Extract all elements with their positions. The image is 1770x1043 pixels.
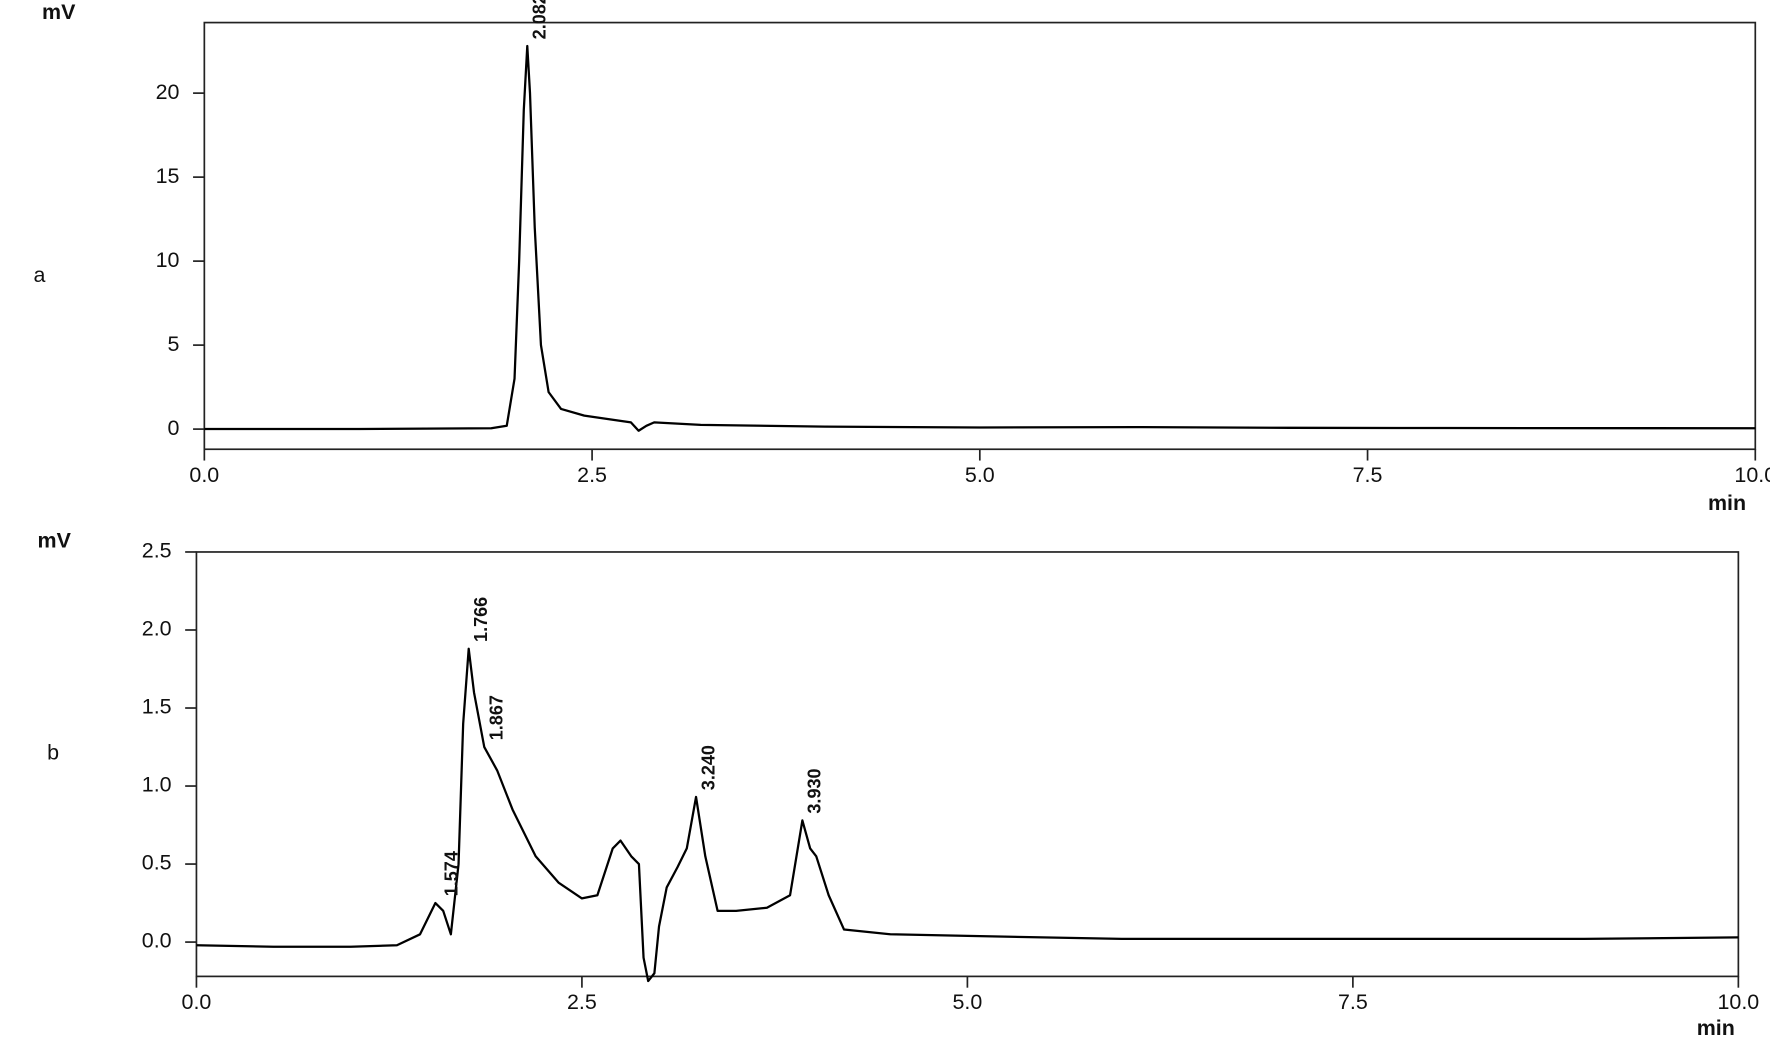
- y-tick-label: 20: [156, 80, 180, 104]
- peak-label: 3.930: [805, 768, 825, 813]
- x-tick-label: 10.0: [1717, 990, 1759, 1014]
- signal-trace: [204, 44, 1756, 432]
- x-tick-label: 0.0: [182, 990, 212, 1014]
- x-tick-label: 5.0: [965, 463, 995, 487]
- x-tick-label: 2.5: [577, 463, 607, 487]
- peak-label: 2.082: [530, 0, 550, 39]
- y-tick-label: 15: [156, 164, 180, 188]
- x-tick-label: 7.5: [1353, 463, 1383, 487]
- y-tick-label: 10: [156, 248, 180, 272]
- x-tick-label: 5.0: [952, 990, 982, 1014]
- y-tick-label: 0.5: [142, 851, 172, 875]
- x-tick-label: 0.0: [189, 463, 219, 487]
- x-axis-label: min: [1708, 491, 1746, 515]
- peak-label: 1.867: [487, 695, 507, 740]
- panel-label: a: [34, 263, 46, 287]
- peak-label: 1.766: [471, 597, 491, 642]
- y-axis-label: mV: [38, 528, 72, 552]
- x-tick-label: 7.5: [1338, 990, 1368, 1014]
- peak-label: 3.240: [698, 745, 718, 790]
- plot-frame: [195, 551, 1740, 978]
- panel-label: b: [47, 741, 59, 765]
- x-axis-label: min: [1697, 1016, 1735, 1040]
- y-tick-label: 1.0: [142, 773, 172, 797]
- plot-frame: [203, 21, 1757, 451]
- y-tick-label: 0.0: [142, 929, 172, 953]
- x-tick-label: 10.0: [1734, 463, 1770, 487]
- x-tick-label: 2.5: [567, 990, 597, 1014]
- signal-trace: [196, 647, 1739, 983]
- peak-label: 1.574: [441, 851, 461, 896]
- y-tick-label: 2.0: [142, 617, 172, 641]
- y-axis-label: mV: [42, 0, 76, 24]
- y-tick-label: 1.5: [142, 695, 172, 719]
- y-tick-label: 2.5: [142, 539, 172, 563]
- y-tick-label: 0: [168, 416, 180, 440]
- y-tick-label: 5: [168, 332, 180, 356]
